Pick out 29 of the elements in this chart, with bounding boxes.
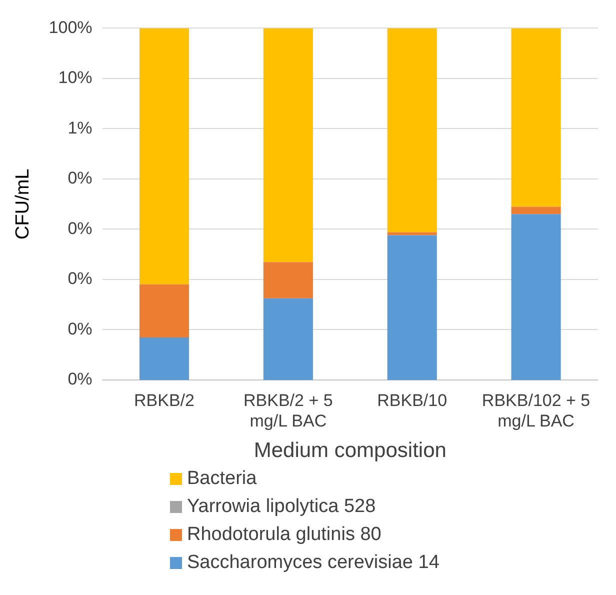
- bar: [387, 28, 437, 232]
- y-tick-label: 100%: [48, 18, 92, 37]
- bar: [387, 235, 437, 380]
- y-tick-label: 0%: [68, 218, 92, 238]
- bar: [263, 262, 313, 298]
- y-tick-label: 0%: [68, 370, 92, 389]
- x-tick-label: RBKB/2: [134, 390, 194, 410]
- bar: [511, 206, 561, 214]
- legend-label: Yarrowia lipolytica 528: [187, 496, 376, 518]
- bar: [139, 28, 190, 284]
- x-axis-title: Medium composition: [254, 439, 446, 462]
- x-tick-label: RBKB/2 + 5 mg/L BAC: [244, 390, 333, 430]
- x-tick-label: RBKB/102 + 5 mg/L BAC: [482, 390, 590, 430]
- bar: [139, 338, 190, 380]
- y-tick-label: 1%: [68, 118, 92, 138]
- bar: [139, 284, 190, 338]
- legend-label: Saccharomyces cerevisiae 14: [187, 552, 440, 574]
- bar: [511, 214, 561, 380]
- y-tick-label: 10%: [58, 68, 92, 88]
- y-tick-label: 0%: [68, 168, 92, 188]
- y-axis-title: CFU/mL: [12, 168, 34, 240]
- y-tick-label: 0%: [68, 269, 92, 288]
- bar: [511, 28, 561, 207]
- legend-label: Rhodotorula glutinis 80: [187, 524, 382, 546]
- x-tick-label: RBKB/10: [377, 390, 448, 410]
- bar: [263, 298, 313, 380]
- legend-label: Bacteria: [187, 468, 257, 490]
- bar: [263, 28, 313, 262]
- y-tick-label: 0%: [68, 319, 92, 338]
